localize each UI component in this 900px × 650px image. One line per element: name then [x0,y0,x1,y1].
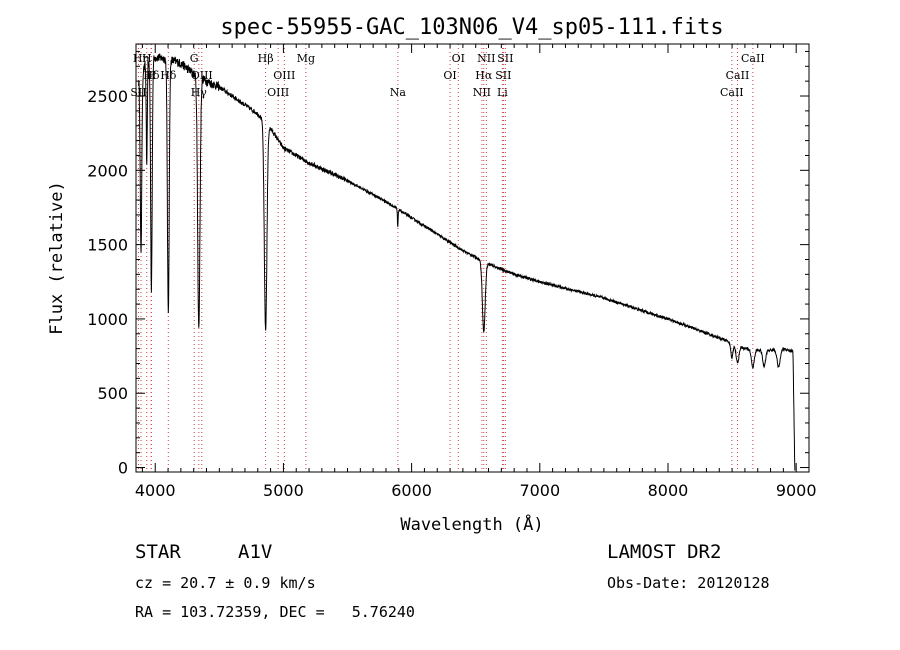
coordinates: RA = 103.72359, DEC = 5.76240 [135,603,415,621]
line-marker-label: NII [473,86,491,99]
y-tick-label: 2500 [87,87,128,106]
line-marker-label: Li [497,86,508,99]
y-tick-label: 500 [97,384,128,403]
redshift-cz: cz = 20.7 ± 0.9 km/s [135,574,316,592]
line-marker-label: G [190,52,199,65]
x-tick-label: 8000 [648,481,689,500]
line-marker-label: NII [477,52,495,65]
line-marker-label: CaII [741,52,765,65]
line-marker-label: OIII [191,69,213,82]
line-marker-label: SII [495,69,511,82]
plot-frame [135,43,810,473]
x-axis: 4000 5000 6000 7000 8000 9000 [135,44,817,500]
survey-name: LAMOST DR2 [607,541,722,563]
line-marker-label: SII [130,86,146,99]
observation-date: Obs-Date: 20120128 [607,574,770,592]
line-marker-label: H [146,69,156,82]
x-tick-label: 5000 [263,481,304,500]
y-tick-label: 0 [118,459,128,478]
y-axis: 0 500 1000 1500 2000 2500 [87,50,809,478]
line-marker-label: Hβ [258,52,274,65]
object-subclass: A1V [238,541,273,563]
line-marker-label: Hγ [191,86,208,99]
line-marker-label: H [142,52,152,65]
line-marker-label: OIII [267,86,289,99]
line-marker-label: CaII [726,69,750,82]
y-tick-label: 2000 [87,161,128,180]
x-tick-label: 4000 [135,481,176,500]
x-tick-label: 6000 [391,481,432,500]
spectrum-line [138,53,796,471]
line-marker-label: SII [497,52,513,65]
line-marker-label: OI [443,69,456,82]
y-axis-label: Flux (relative) [47,181,67,335]
x-axis-label: Wavelength (Å) [400,513,543,535]
y-tick-label: 1500 [87,236,128,255]
line-marker-label: Hα [475,69,493,82]
object-class: STAR [135,541,181,563]
x-tick-label: 7000 [519,481,560,500]
line-marker-label: Na [390,86,407,99]
line-markers [137,44,754,472]
line-marker-label: Hδ [160,69,177,82]
line-marker-label: CaII [720,86,744,99]
x-tick-label: 9000 [776,481,817,500]
line-marker-label: OIII [273,69,295,82]
line-marker-label: OI [452,52,465,65]
chart-title: spec-55955-GAC_103N06_V4_sp05-111.fits [220,15,723,40]
line-marker-label: Mg [297,52,315,65]
y-tick-label: 1000 [87,310,128,329]
